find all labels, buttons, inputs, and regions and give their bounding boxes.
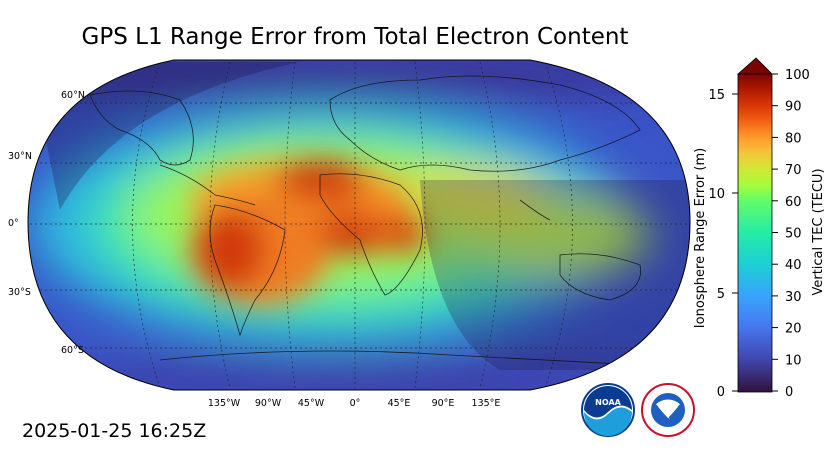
lon-label-45e: 45°E: [388, 398, 411, 409]
right-tick-10: 10: [785, 353, 802, 368]
colorbar: [736, 57, 773, 393]
right-tick-40: 40: [785, 258, 802, 273]
right-axis-title: Vertical TEC (TECU): [811, 168, 826, 295]
lon-label-135w: 135°W: [208, 398, 241, 409]
right-tick-100: 100: [785, 68, 810, 83]
lon-label-135e: 135°E: [472, 398, 501, 409]
right-tick-30: 30: [785, 290, 802, 305]
globe-outline: [27, 59, 691, 391]
left-axis-title: Ionosphere Range Error (m): [693, 148, 708, 328]
left-tick-0: 0: [717, 385, 725, 400]
right-tick-60: 60: [785, 195, 802, 210]
graticule: [28, 61, 690, 389]
lat-label-60s: 60°S: [61, 345, 84, 356]
right-axis: Vertical TEC (TECU) 0 10 20 30 40 50 60 70 80 90 1…: [772, 68, 826, 400]
right-tick-20: 20: [785, 322, 802, 337]
lat-label-30n: 30°N: [8, 151, 32, 162]
noaa-logo: NOAA: [581, 383, 635, 437]
right-tick-50: 50: [785, 227, 802, 242]
map-timestamp: 2025-01-25 16:25Z: [22, 420, 207, 442]
left-tick-15: 15: [708, 88, 725, 103]
right-tick-70: 70: [785, 163, 802, 178]
left-axis: 0 5 10 15 Ionosphere Range Error (m): [693, 88, 738, 400]
right-tick-80: 80: [785, 131, 802, 146]
lat-label-30s: 30°S: [8, 287, 31, 298]
svg-text:NOAA: NOAA: [595, 398, 621, 407]
lon-label-0: 0°: [350, 398, 361, 409]
lon-label-90e: 90°E: [432, 398, 455, 409]
tec-field: [28, 60, 690, 390]
left-tick-5: 5: [717, 287, 725, 302]
lat-label-0: 0°: [8, 218, 19, 229]
map-title: GPS L1 Range Error from Total Electron C…: [81, 24, 629, 50]
coastlines: [89, 75, 642, 366]
nws-logo: [641, 383, 695, 437]
lon-label-90w: 90°W: [255, 398, 282, 409]
left-tick-10: 10: [708, 187, 725, 202]
right-tick-0: 0: [785, 385, 793, 400]
colorbar-extend-arrow: [736, 57, 773, 75]
colorbar-gradient: [737, 73, 773, 393]
lat-label-60n: 60°N: [61, 90, 85, 101]
lon-label-45w: 45°W: [298, 398, 325, 409]
right-tick-90: 90: [785, 100, 802, 115]
